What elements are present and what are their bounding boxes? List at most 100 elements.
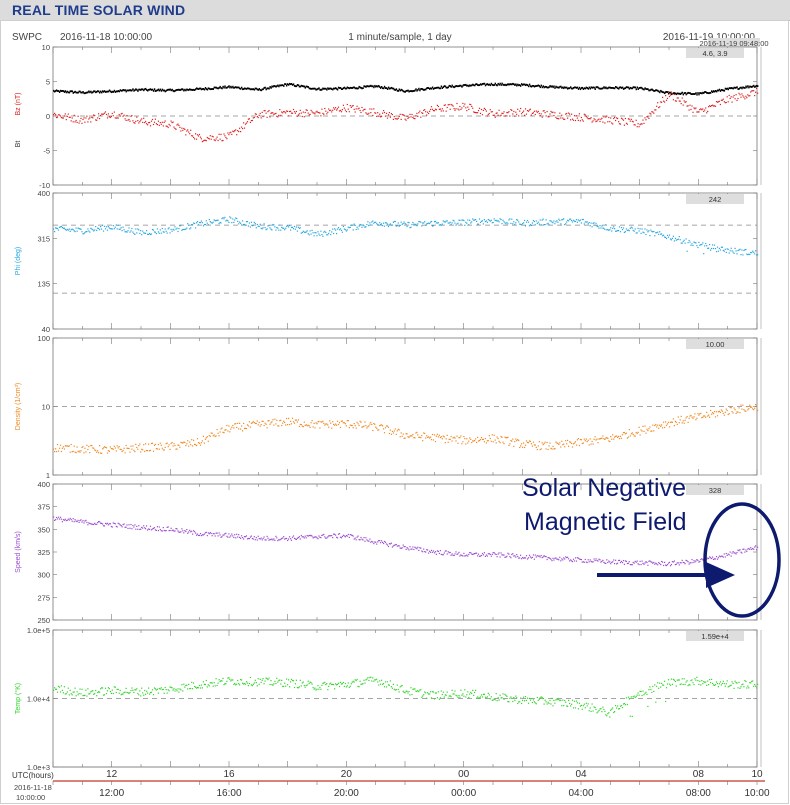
data-point-temp (205, 679, 207, 682)
data-point-speed (241, 535, 243, 537)
data-point-bt (115, 90, 118, 93)
data-point-density (395, 433, 397, 435)
data-point-temp (540, 696, 542, 698)
data-point-speed (239, 536, 241, 538)
data-point-speed (674, 564, 676, 566)
panel-frame (52, 483, 758, 621)
data-point-bz (539, 115, 541, 117)
data-point-density (603, 438, 605, 440)
data-point-bt (172, 89, 174, 92)
data-point-density (100, 452, 102, 454)
data-point-bt (702, 91, 704, 94)
data-point-phi (268, 224, 270, 226)
x-tick-label-bottom: 00:00 (451, 788, 476, 799)
data-point-bt (145, 87, 147, 90)
data-point-density (635, 431, 637, 434)
data-point-bt (242, 88, 244, 91)
data-point-phi (483, 219, 485, 221)
data-point-temp (393, 688, 395, 690)
data-point-temp (291, 679, 294, 682)
data-point-bt (410, 90, 412, 92)
data-point-temp (418, 691, 420, 693)
data-point-speed (175, 528, 177, 530)
data-point-phi (416, 225, 418, 227)
data-point-bz (244, 123, 247, 125)
data-point-bt (633, 86, 635, 89)
data-point-density (709, 416, 711, 418)
data-point-density (90, 444, 92, 447)
data-point-phi (326, 234, 328, 236)
data-point-phi (614, 228, 616, 230)
data-point-temp (445, 694, 447, 696)
data-point-density (745, 410, 747, 412)
data-point-density (691, 416, 693, 418)
data-point-temp (563, 705, 565, 707)
data-point-phi (520, 223, 522, 225)
data-point-bz (290, 110, 292, 112)
data-point-temp (161, 689, 163, 691)
data-point-bt (103, 90, 106, 92)
data-point-temp (94, 693, 96, 695)
data-point-density (511, 440, 513, 442)
data-point-phi (517, 219, 519, 221)
data-point-temp (54, 687, 56, 689)
data-point-phi (594, 224, 596, 226)
data-point-speed (577, 557, 579, 559)
data-point-speed (98, 521, 100, 523)
data-point-speed (401, 547, 403, 549)
data-point-speed (651, 561, 653, 563)
data-point-density (71, 451, 73, 453)
data-point-temp (329, 683, 331, 685)
data-point-speed (54, 519, 56, 521)
data-point-speed (644, 562, 646, 564)
data-point-bt (629, 86, 632, 89)
data-point-phi (362, 224, 364, 226)
data-point-bt (152, 90, 155, 92)
data-point-bz (590, 117, 592, 119)
data-point-density (465, 443, 467, 445)
data-point-phi (569, 218, 571, 220)
data-point-bz (95, 119, 97, 121)
data-point-bt (426, 87, 428, 90)
data-point-bt (109, 90, 112, 93)
data-point-speed (712, 558, 715, 560)
data-point-temp (592, 710, 594, 712)
data-point-density (649, 426, 651, 428)
data-point-bt (468, 85, 470, 88)
data-point-phi (185, 228, 187, 230)
data-point-phi (378, 224, 380, 226)
data-point-density (80, 450, 82, 452)
data-point-temp (692, 682, 694, 684)
data-point-density (440, 436, 442, 438)
data-point-bz (127, 119, 129, 121)
data-point-temp (195, 686, 197, 688)
data-point-temp (459, 696, 461, 698)
data-point-bt (675, 93, 678, 96)
data-point-phi (710, 249, 712, 251)
data-point-phi (466, 222, 468, 224)
data-point-bz (149, 125, 152, 127)
data-point-bz (467, 106, 469, 108)
data-point-density (264, 422, 266, 424)
data-point-bt (684, 92, 686, 94)
data-point-bz (332, 109, 334, 111)
data-point-speed (119, 524, 121, 526)
data-point-density (139, 443, 141, 445)
data-point-density (365, 425, 367, 427)
data-point-phi (287, 225, 289, 227)
data-point-temp (129, 691, 131, 694)
data-point-density (102, 447, 105, 449)
data-point-bz (358, 107, 360, 109)
data-point-speed (613, 559, 615, 561)
data-point-phi (335, 229, 337, 231)
data-point-phi (429, 222, 431, 225)
data-point-phi (564, 224, 566, 226)
data-point-speed (128, 524, 130, 526)
data-point-phi (463, 220, 465, 222)
data-point-speed (59, 516, 62, 518)
data-point-phi (674, 237, 676, 239)
data-point-density (446, 434, 448, 436)
data-point-bt (131, 89, 133, 92)
data-point-temp (682, 683, 684, 686)
data-point-temp (641, 694, 643, 697)
